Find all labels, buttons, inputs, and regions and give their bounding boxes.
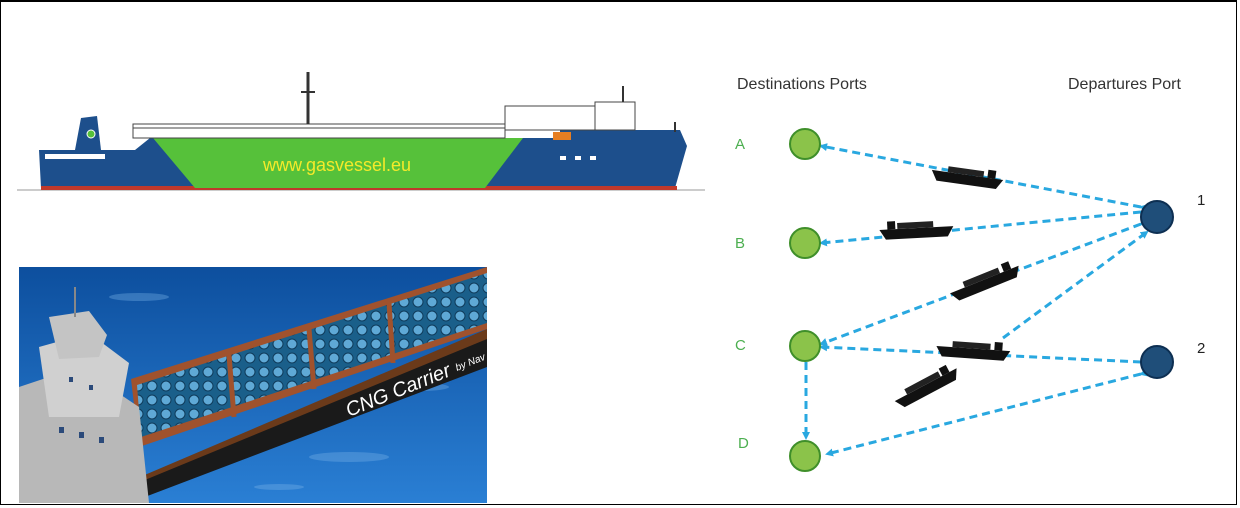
destinations-header: Destinations Ports bbox=[737, 76, 867, 93]
departures-header: Departures Port bbox=[1068, 76, 1181, 93]
ship-icon bbox=[894, 364, 957, 408]
route-1-to-c-return bbox=[1002, 230, 1149, 340]
port-label-b: B bbox=[735, 235, 746, 252]
route-2-to-d bbox=[825, 368, 1148, 457]
ship-icon bbox=[936, 341, 1011, 361]
port-label-c: C bbox=[735, 337, 746, 354]
port-2-node bbox=[1140, 345, 1174, 379]
port-a-node bbox=[789, 128, 821, 160]
route-network bbox=[789, 128, 1174, 472]
port-1-node bbox=[1140, 200, 1174, 234]
ship-icon bbox=[949, 261, 1019, 301]
port-label-d: D bbox=[738, 435, 749, 452]
port-c-node bbox=[789, 330, 821, 362]
route-1-to-b bbox=[819, 210, 1142, 247]
port-d-node bbox=[789, 440, 821, 472]
port-b-node bbox=[789, 227, 821, 259]
ship-icon bbox=[931, 166, 1004, 190]
ship-icon bbox=[879, 221, 954, 240]
gas-vessel-profile: www.gasvessel.eu bbox=[17, 72, 705, 191]
port-label-1: 1 bbox=[1197, 192, 1206, 209]
cng-carrier-render: CNG Carrier by Nav bbox=[19, 267, 487, 503]
port-label-2: 2 bbox=[1197, 340, 1206, 357]
route-diagram: Destinations Ports Departures Port A B C… bbox=[701, 62, 1237, 502]
hull-text: www.gasvessel.eu bbox=[262, 155, 411, 175]
port-label-a: A bbox=[735, 136, 746, 153]
